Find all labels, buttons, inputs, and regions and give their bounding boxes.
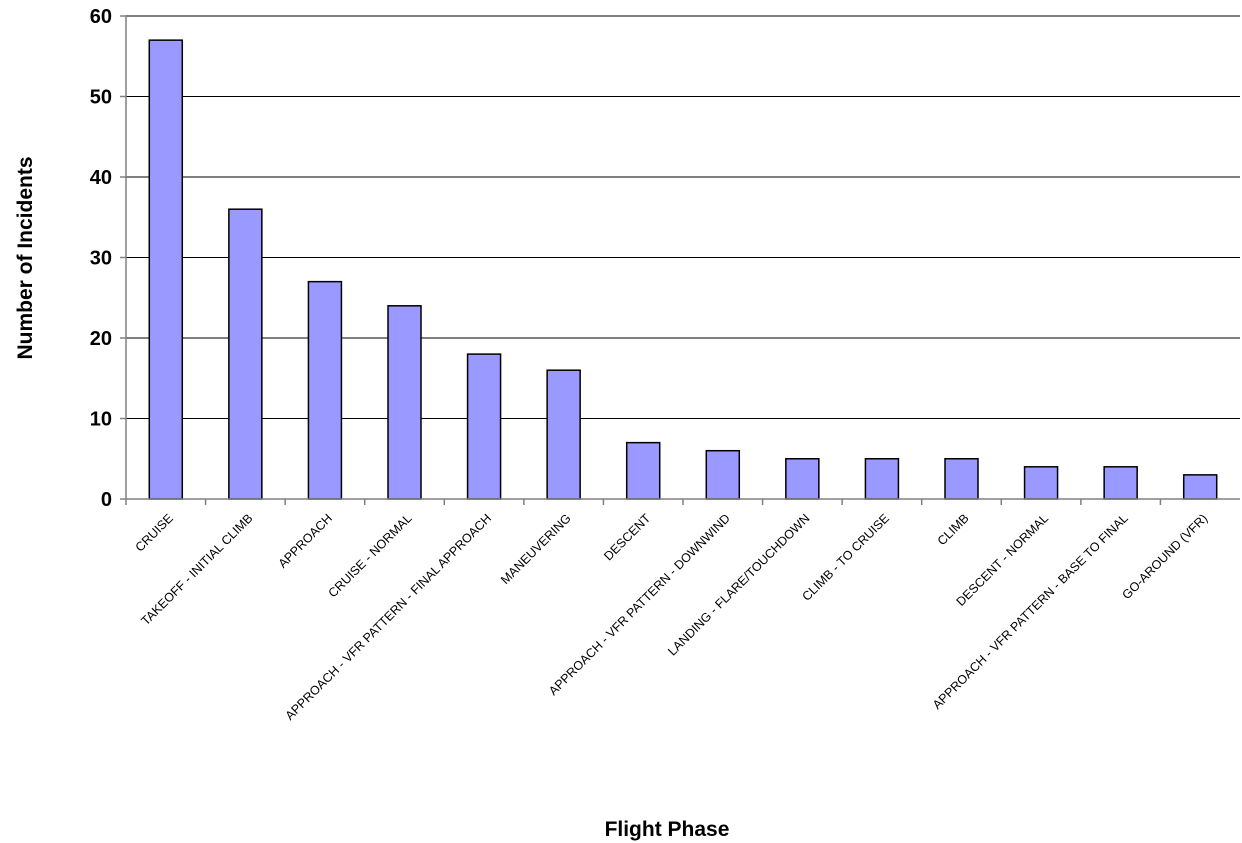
bar bbox=[1023, 466, 1059, 500]
bar bbox=[307, 280, 343, 500]
y-tick-labels: 0 10 20 30 40 50 60 bbox=[90, 6, 112, 511]
y-tick-label: 10 bbox=[90, 409, 112, 431]
y-tick-label: 60 bbox=[90, 6, 112, 28]
bar bbox=[466, 353, 502, 500]
y-tick-label: 0 bbox=[101, 489, 112, 511]
bar bbox=[546, 369, 581, 500]
bars bbox=[148, 39, 1218, 500]
y-tick-label: 50 bbox=[90, 87, 112, 109]
y-axis-title: Number of Incidents bbox=[14, 156, 37, 359]
bar bbox=[148, 39, 184, 500]
bar bbox=[228, 208, 263, 500]
bar bbox=[1103, 466, 1138, 500]
bar bbox=[705, 449, 741, 500]
x-axis-title: Flight Phase bbox=[605, 818, 730, 841]
bar bbox=[387, 305, 422, 500]
bar bbox=[864, 458, 900, 500]
y-tick-label: 20 bbox=[90, 328, 112, 350]
y-tick-label: 30 bbox=[90, 248, 112, 270]
axes bbox=[120, 15, 1240, 505]
y-tick-label: 40 bbox=[90, 167, 112, 189]
bar bbox=[944, 458, 979, 500]
bar bbox=[1182, 474, 1218, 500]
bar bbox=[785, 458, 820, 500]
bar bbox=[625, 441, 661, 500]
